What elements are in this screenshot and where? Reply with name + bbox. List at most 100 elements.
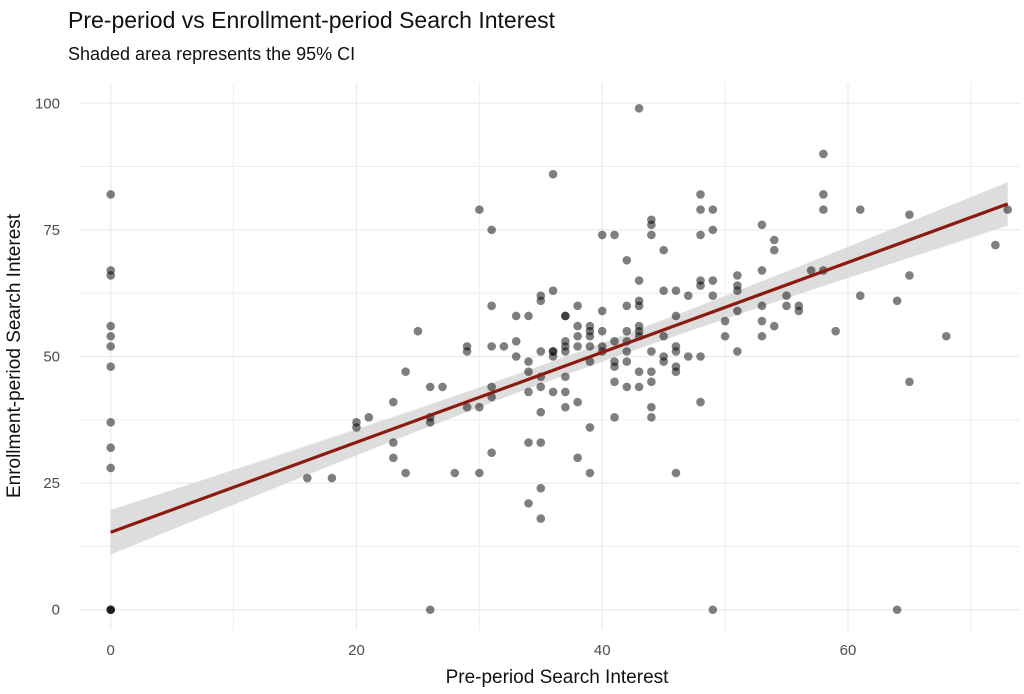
data-point — [671, 286, 681, 295]
data-point — [536, 483, 546, 493]
data-point — [425, 605, 435, 615]
data-point — [524, 357, 533, 366]
data-point — [708, 225, 718, 235]
data-point — [634, 321, 644, 331]
data-point — [106, 321, 116, 331]
data-point — [475, 468, 484, 478]
data-point — [524, 387, 533, 397]
data-point — [892, 605, 902, 615]
data-point — [389, 397, 398, 407]
data-point — [696, 230, 705, 240]
data-point — [352, 418, 361, 427]
data-point — [757, 331, 767, 341]
data-point — [659, 286, 668, 295]
data-point — [819, 205, 828, 214]
points-layer — [106, 104, 1013, 615]
data-point — [806, 266, 816, 275]
data-point — [475, 205, 484, 214]
data-point — [720, 316, 730, 326]
data-point — [683, 352, 693, 361]
data-point — [647, 347, 656, 356]
data-point — [401, 468, 410, 478]
data-point — [106, 362, 116, 371]
y-tick-label: 75 — [43, 222, 60, 239]
data-point — [573, 342, 582, 351]
data-point — [708, 276, 718, 285]
data-point — [597, 342, 607, 351]
data-point — [561, 387, 570, 397]
data-point — [536, 382, 546, 392]
x-tick-label: 40 — [594, 642, 611, 659]
data-point — [769, 245, 779, 255]
data-point — [708, 205, 718, 214]
data-point — [536, 291, 546, 301]
data-point — [622, 326, 632, 336]
data-point — [524, 367, 533, 376]
data-point — [622, 255, 632, 265]
data-point — [499, 342, 509, 351]
data-point — [622, 382, 632, 392]
data-point — [450, 468, 460, 478]
data-point — [511, 352, 521, 361]
data-point — [855, 291, 865, 301]
data-point — [819, 149, 828, 159]
y-tick-label: 50 — [43, 349, 60, 366]
data-point — [610, 377, 619, 387]
data-point — [794, 301, 804, 311]
data-point — [671, 362, 681, 371]
data-point — [585, 321, 595, 331]
data-point — [462, 342, 472, 351]
data-point — [106, 463, 116, 473]
data-point — [696, 205, 705, 214]
data-point — [536, 347, 546, 356]
data-point — [647, 230, 656, 240]
y-tick-labels: 0 25 50 75 100 — [35, 95, 60, 618]
data-point — [106, 342, 116, 351]
data-point — [561, 372, 570, 382]
data-point — [634, 104, 644, 113]
data-point — [106, 331, 116, 341]
data-point — [389, 453, 398, 463]
data-point — [106, 443, 116, 452]
data-point — [831, 326, 840, 336]
data-point — [597, 306, 607, 316]
data-point — [597, 230, 607, 240]
data-point — [548, 169, 558, 179]
data-point — [696, 352, 705, 361]
data-point — [708, 605, 718, 615]
data-point — [511, 337, 521, 346]
data-point — [782, 291, 791, 301]
data-point — [536, 407, 546, 417]
data-point — [425, 382, 435, 392]
x-axis-title: Pre-period Search Interest — [446, 667, 670, 688]
data-point — [659, 245, 668, 255]
data-point — [438, 382, 447, 392]
data-point — [610, 337, 619, 346]
data-point — [536, 438, 546, 447]
data-point — [733, 281, 742, 290]
data-point — [389, 438, 398, 447]
data-point — [708, 291, 718, 301]
data-point — [327, 473, 337, 483]
data-point — [573, 453, 582, 463]
data-point — [757, 220, 767, 230]
data-point — [634, 296, 644, 306]
data-point — [524, 311, 533, 321]
data-point — [659, 352, 668, 361]
data-point — [659, 331, 668, 341]
data-point — [892, 296, 902, 306]
data-point — [585, 357, 595, 366]
x-tick-label: 60 — [840, 642, 857, 659]
y-axis-title: Enrollment-period Search Interest — [4, 213, 25, 498]
y-tick-label: 0 — [52, 602, 60, 619]
data-point — [548, 347, 558, 356]
data-point — [106, 418, 116, 427]
data-point — [303, 473, 312, 483]
data-point — [548, 286, 558, 295]
fit-line — [110, 202, 1009, 534]
data-point — [585, 423, 595, 432]
data-point — [782, 301, 791, 311]
data-point — [622, 357, 632, 366]
data-point — [475, 402, 484, 412]
